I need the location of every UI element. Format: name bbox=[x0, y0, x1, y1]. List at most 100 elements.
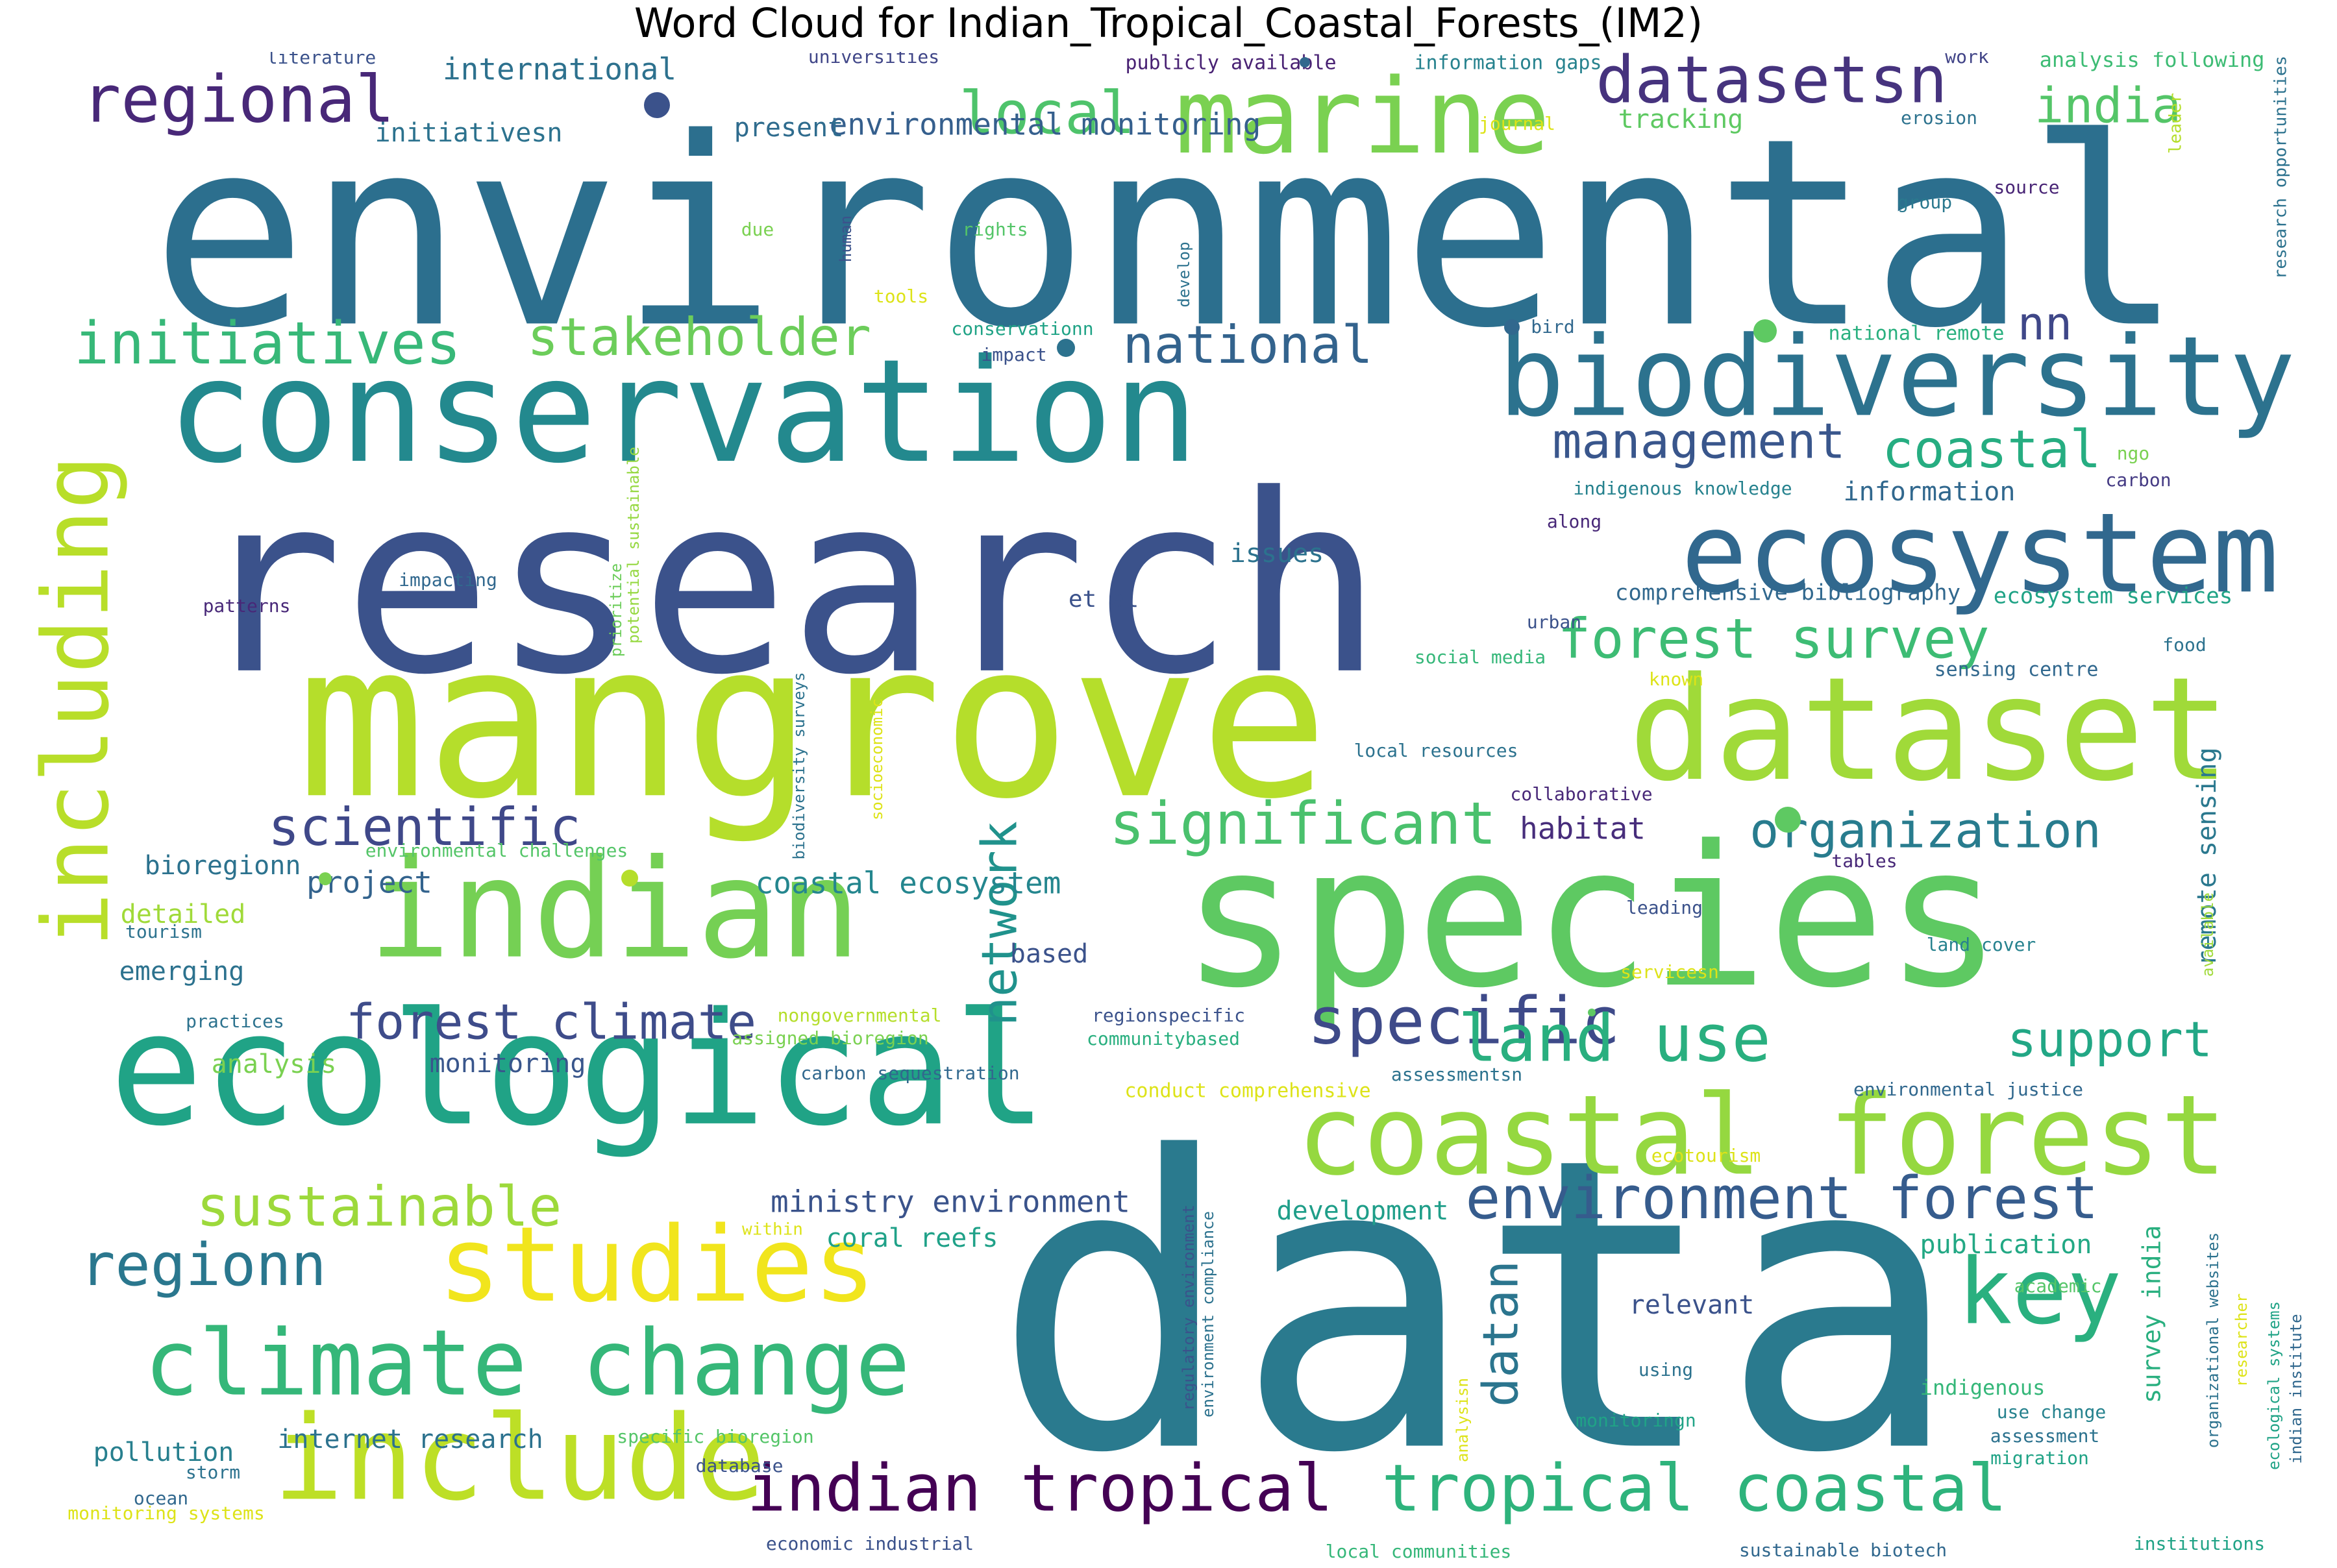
word-leader: leader bbox=[2166, 93, 2186, 154]
word-urban: urban bbox=[1527, 611, 1581, 633]
word-ecosystem-services: ecosystem services bbox=[1994, 583, 2232, 609]
word-monitoring-systems: monitoring systems bbox=[68, 1502, 264, 1524]
word-carbon-sequestration: carbon sequestration bbox=[800, 1062, 1019, 1084]
word-prioritize: prioritize bbox=[607, 563, 625, 657]
word-organization: organization bbox=[1750, 802, 2101, 859]
word-indian-institute: indian institute bbox=[2287, 1314, 2305, 1464]
word-universities: universities bbox=[808, 52, 939, 67]
word-ecological: ecological bbox=[110, 979, 1048, 1160]
dot-glyph bbox=[1588, 1009, 1596, 1016]
word-ecotourism: ecotourism bbox=[1651, 1145, 1761, 1166]
word-scientific: scientific bbox=[268, 797, 581, 857]
word-environment-compliance: environment compliance bbox=[1199, 1211, 1217, 1417]
word-ecosystem: ecosystem bbox=[1681, 489, 2279, 618]
word-specific-bioregion: specific bioregion bbox=[617, 1426, 813, 1447]
word-using: using bbox=[1638, 1359, 1693, 1380]
word-migration: migration bbox=[1990, 1447, 2089, 1469]
word-practices: practices bbox=[186, 1011, 284, 1032]
word-detailed: detailed bbox=[121, 900, 246, 929]
word-issues: issues bbox=[1230, 539, 1324, 569]
word-internet-research: internet research bbox=[277, 1425, 543, 1454]
word-ocean: ocean bbox=[134, 1488, 188, 1509]
word-comprehensive-bibliography: comprehensive bibliography bbox=[1615, 580, 1960, 606]
word-tourism: tourism bbox=[125, 921, 202, 942]
word-local-resources: local resources bbox=[1354, 740, 1518, 761]
word-forest-survey: forest survey bbox=[1557, 607, 1989, 671]
word-sustainable: sustainable bbox=[197, 1175, 562, 1239]
word-national: national bbox=[1122, 315, 1372, 375]
word-environmental-challenges: environmental challenges bbox=[365, 840, 628, 861]
word-international: international bbox=[443, 52, 676, 87]
word-environmental: environmental bbox=[151, 83, 2184, 385]
word-publication: publication bbox=[1920, 1230, 2092, 1260]
word-ecological-systems: ecological systems bbox=[2265, 1301, 2283, 1470]
word-socioeconomic: socioeconomic bbox=[868, 698, 886, 820]
word-forest-climate: forest climate bbox=[346, 994, 756, 1051]
word-food: food bbox=[2162, 634, 2206, 655]
word-organizational-websites: organizational websites bbox=[2204, 1232, 2222, 1448]
word-sensing-centre: sensing centre bbox=[1935, 659, 2099, 681]
word-initiativesn: initiativesn bbox=[375, 118, 563, 148]
figure-title: Word Cloud for Indian_Tropical_Coastal_F… bbox=[634, 0, 1703, 47]
word-cloud: environmental research data mangrovespecies… bbox=[34, 52, 2305, 1562]
word-key: key bbox=[1958, 1240, 2122, 1345]
word-tropical-coastal: tropical coastal bbox=[1381, 1450, 2007, 1526]
word-present: present bbox=[734, 113, 844, 143]
word-biodiversity: biodiversity bbox=[1498, 313, 2295, 441]
word-information: information bbox=[1844, 477, 2016, 507]
word-assessment: assessment bbox=[1990, 1425, 2100, 1447]
word-ministry-environment: ministry environment bbox=[771, 1184, 1130, 1219]
word-erosion: erosion bbox=[1901, 107, 1977, 129]
word-environmental-justice: environmental justice bbox=[1853, 1079, 2083, 1100]
word-regional: regional bbox=[82, 61, 395, 137]
word-coastal-forest: coastal forest bbox=[1297, 1072, 2227, 1200]
word-indigenous: indigenous bbox=[1920, 1375, 2046, 1400]
word-nn: nn bbox=[2018, 297, 2072, 350]
word-develop: develop bbox=[1175, 241, 1193, 307]
word-et-al: et al bbox=[1069, 586, 1139, 613]
word-stakeholder: stakeholder bbox=[527, 307, 871, 367]
dot-glyph bbox=[621, 870, 638, 887]
word-data: data bbox=[992, 1073, 1961, 1541]
word-land-cover: land cover bbox=[1927, 934, 2036, 955]
word-servicesn: servicesn bbox=[1620, 961, 1719, 983]
dot-glyph bbox=[1504, 319, 1520, 335]
word-coastal: coastal bbox=[1882, 419, 2101, 480]
word-institutions: institutions bbox=[2134, 1533, 2265, 1554]
word-tools: tools bbox=[874, 286, 928, 307]
word-rights: rights bbox=[962, 219, 1028, 240]
word-studies: studies bbox=[438, 1204, 876, 1325]
word-specific: specific bbox=[1307, 983, 1620, 1059]
word-network: network bbox=[971, 821, 1028, 1026]
word-ngo: ngo bbox=[2117, 443, 2150, 464]
word-work: work bbox=[1945, 52, 1989, 67]
word-development: development bbox=[1277, 1196, 1449, 1226]
word-storm: storm bbox=[186, 1462, 240, 1483]
word-use-change: use change bbox=[1997, 1401, 2107, 1423]
word-tracking: tracking bbox=[1618, 104, 1744, 134]
word-along: along bbox=[1547, 511, 1601, 532]
word-assessmentsn: assessmentsn bbox=[1391, 1064, 1522, 1085]
word-impacting: impacting bbox=[399, 569, 497, 591]
word-indian: indian bbox=[369, 830, 861, 989]
word-research: research bbox=[195, 441, 1383, 729]
word-carbon: carbon bbox=[2105, 469, 2171, 491]
word-conservationn: conservationn bbox=[951, 318, 1093, 339]
word-local-communities: local communities bbox=[1326, 1541, 1512, 1562]
word-datan: datan bbox=[1472, 1260, 1529, 1407]
word-india: india bbox=[2034, 77, 2181, 134]
word-indian-tropical: indian tropical bbox=[747, 1450, 1333, 1526]
word-environment-forest: environment forest bbox=[1465, 1164, 2098, 1232]
word-assigned-bioregion: assigned bioregion bbox=[732, 1027, 928, 1049]
word-datasetsn: datasetsn bbox=[1596, 52, 1948, 117]
word-pollution: pollution bbox=[93, 1438, 234, 1467]
word-known: known bbox=[1649, 668, 1703, 690]
word-monitoringn: monitoringn bbox=[1576, 1410, 1696, 1431]
word-group: group bbox=[1898, 191, 1952, 213]
word-emerging: emerging bbox=[119, 957, 245, 986]
word-conservation: conservation bbox=[167, 328, 1198, 495]
word-analysisn: analysisn bbox=[1453, 1378, 1472, 1462]
dot-glyph bbox=[319, 872, 332, 885]
word-bioregionn: bioregionn bbox=[145, 851, 301, 881]
